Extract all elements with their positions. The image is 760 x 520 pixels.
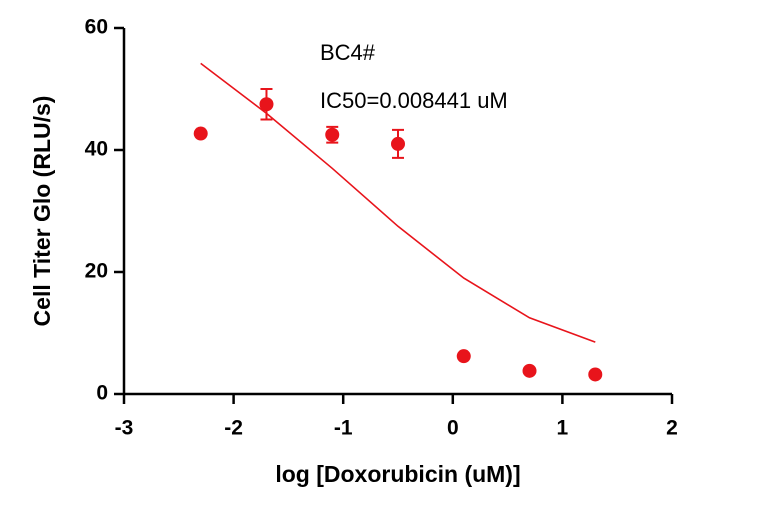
annotation: IC50=0.008441 uM [320,88,508,113]
annotation: BC4# [320,40,376,65]
y-tick-label: 0 [96,382,108,405]
x-tick-label: 0 [447,417,459,440]
y-tick-label: 40 [85,138,108,161]
y-tick-label: 20 [85,260,108,283]
y-tick-label: 60 [85,16,108,39]
x-axis-title: log [Doxorubicin (uM)] [275,461,520,487]
data-point [456,349,471,364]
data-point [259,97,274,112]
x-tick-label: 2 [666,417,678,440]
x-tick-label: -2 [224,417,243,440]
data-point [391,136,405,151]
data-point [522,363,537,378]
y-axis-title: Cell Titer Glo (RLU/s) [29,96,55,327]
data-point [193,126,208,141]
data-point [588,367,603,382]
x-tick-label: -3 [115,417,134,440]
x-tick-label: -1 [334,417,353,440]
x-tick-label: 1 [557,417,569,440]
data-point [325,127,340,142]
